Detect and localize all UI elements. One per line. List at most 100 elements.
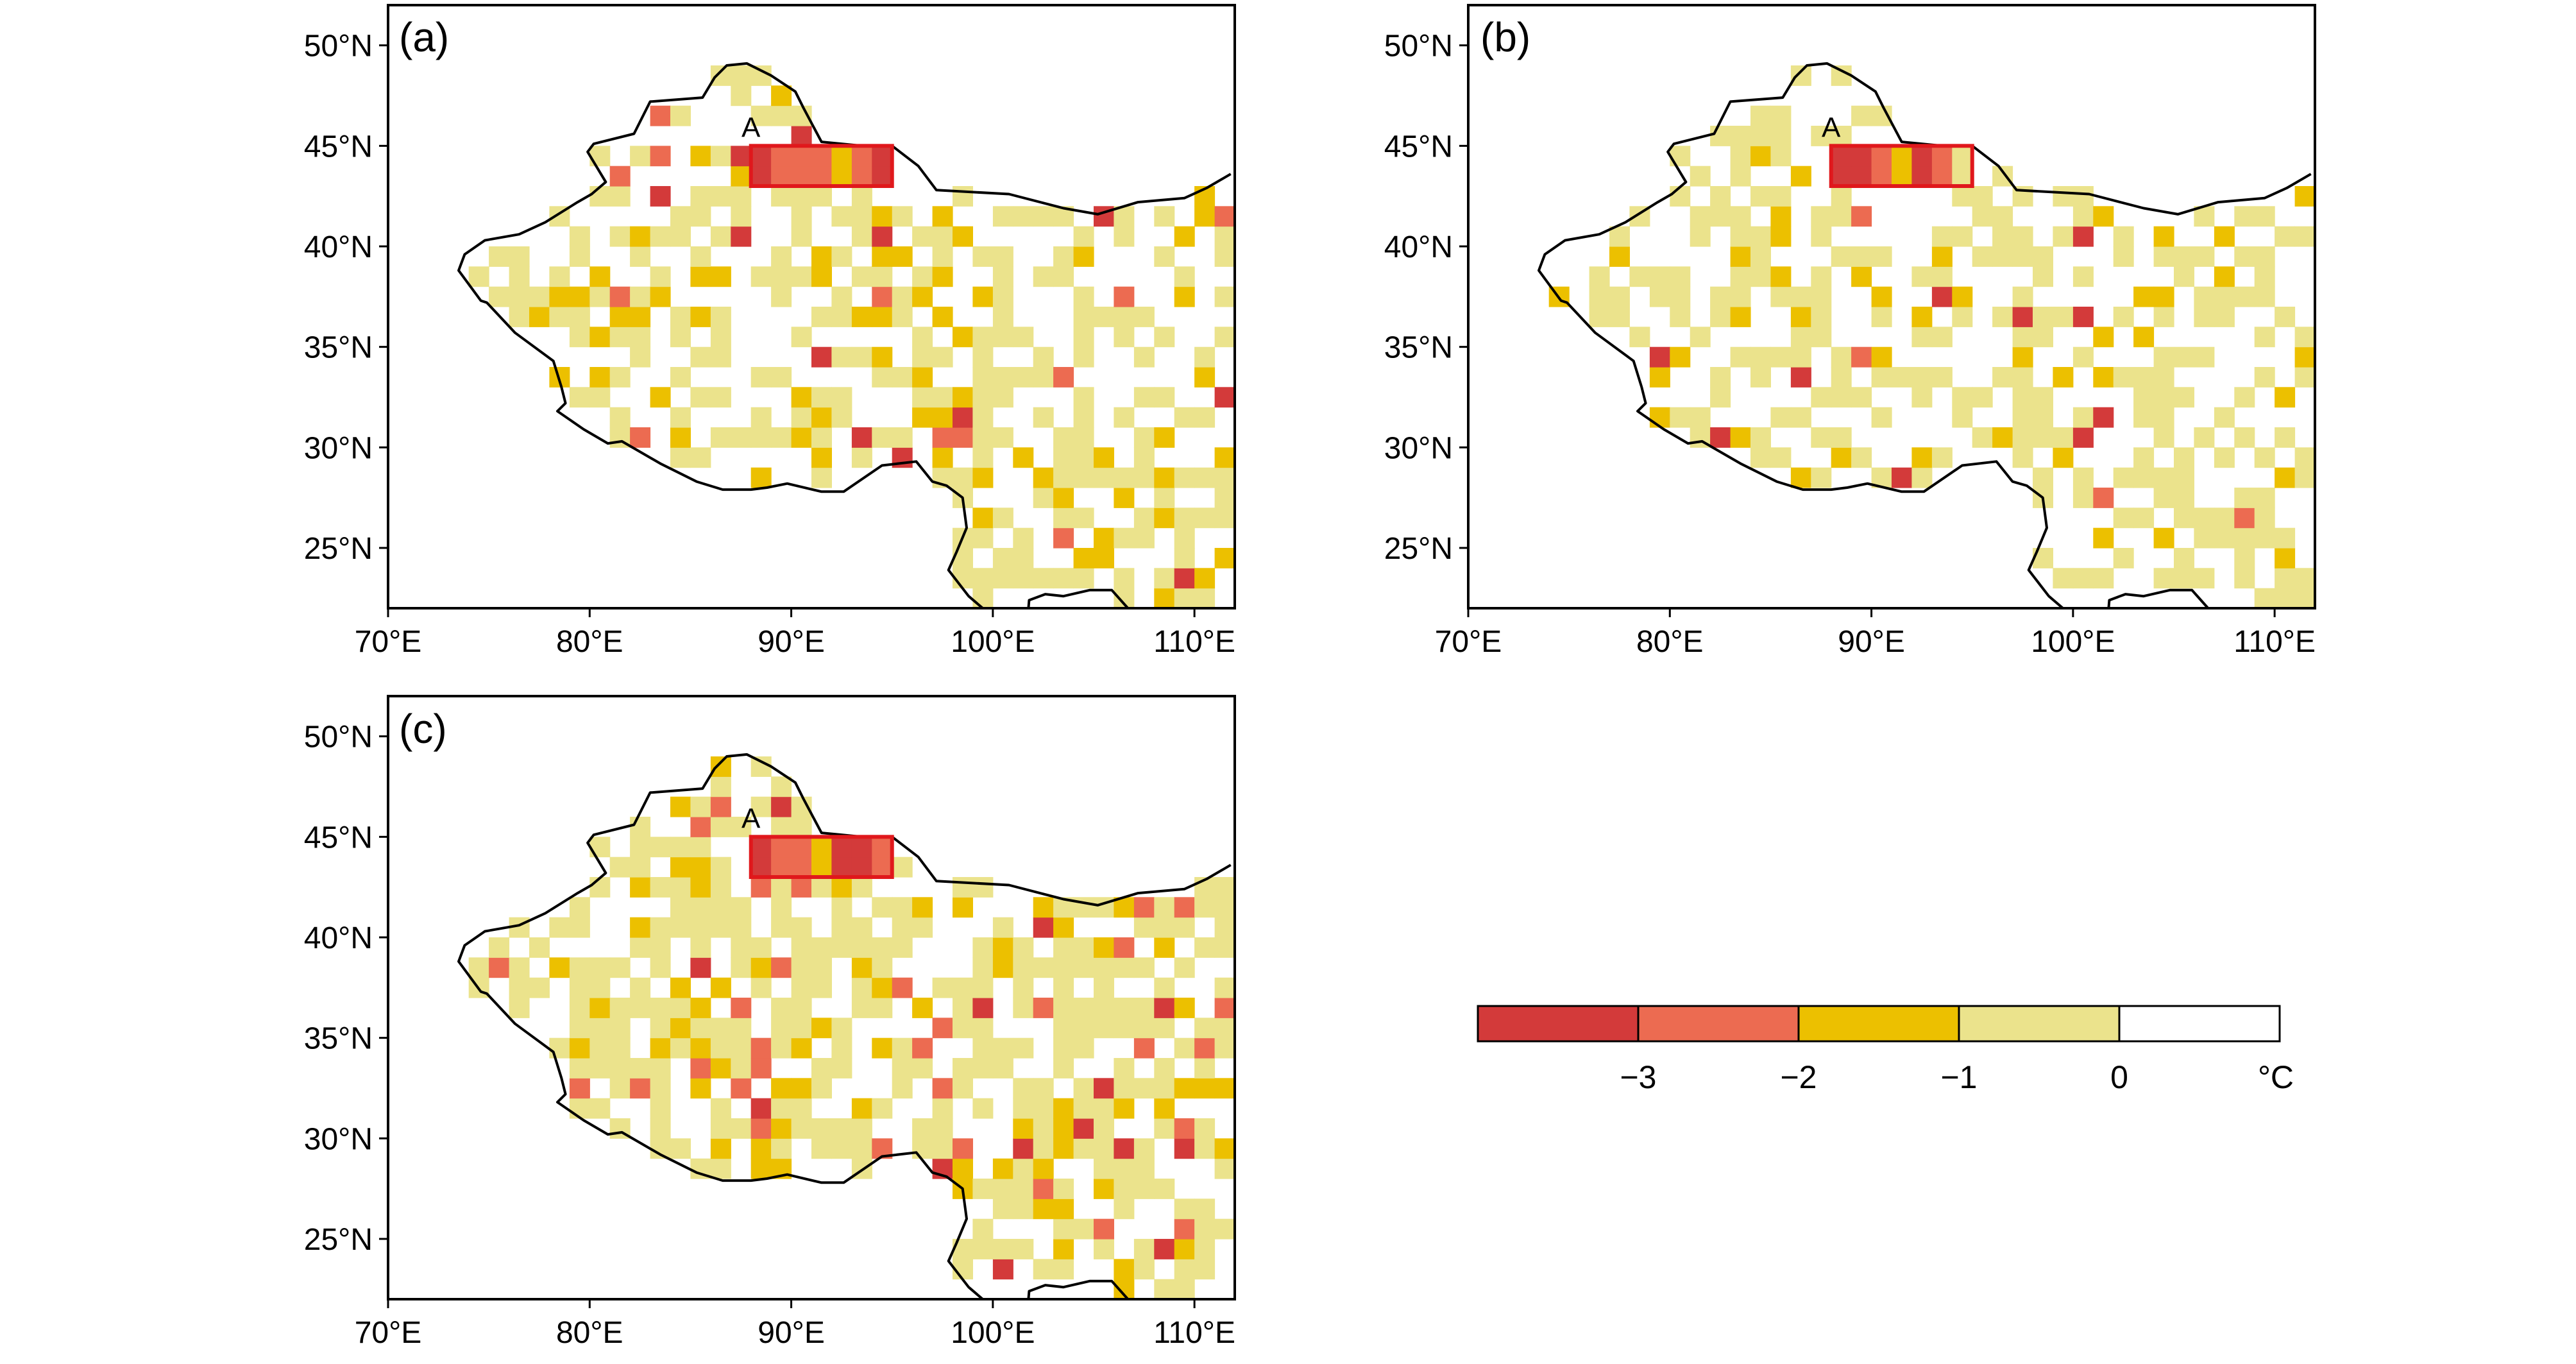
anomaly-cell xyxy=(1094,307,1114,327)
anomaly-cell xyxy=(1133,1018,1155,1039)
anomaly-cell xyxy=(2072,568,2094,589)
anomaly-cell xyxy=(2174,548,2194,568)
anomaly-cell xyxy=(670,307,691,327)
anomaly-cell xyxy=(1750,226,1771,247)
anomaly-cell xyxy=(972,877,994,898)
anomaly-cell xyxy=(1194,507,1216,529)
anomaly-cell xyxy=(972,246,994,267)
anomaly-cell xyxy=(650,186,671,207)
anomaly-cell xyxy=(1649,407,1670,428)
anomaly-cell xyxy=(791,877,812,898)
anomaly-cell xyxy=(992,286,1013,307)
anomaly-cell xyxy=(1670,286,1691,307)
anomaly-cell xyxy=(1851,166,1872,187)
anomaly-cell xyxy=(1053,1058,1074,1078)
anomaly-cell xyxy=(1114,527,1135,549)
anomaly-cell xyxy=(710,1018,731,1039)
panel-label: (a) xyxy=(399,14,449,60)
anomaly-cell xyxy=(1053,1018,1074,1039)
anomaly-cell xyxy=(1013,447,1034,468)
anomaly-cell xyxy=(1053,957,1074,978)
anomaly-cell xyxy=(2153,407,2174,428)
anomaly-cell xyxy=(811,1138,832,1159)
anomaly-cell xyxy=(569,1058,590,1078)
anomaly-cell xyxy=(1033,1259,1054,1280)
anomaly-cell xyxy=(509,286,530,307)
anomaly-cell xyxy=(1214,286,1235,307)
anomaly-cell xyxy=(609,307,631,327)
anomaly-cell xyxy=(1871,286,1892,307)
lon-tick-label: 110°E xyxy=(1153,1316,1235,1350)
anomaly-cell xyxy=(589,387,611,408)
anomaly-cell xyxy=(771,796,792,817)
lon-tick-label: 100°E xyxy=(951,625,1035,659)
lat-tick-label: 25°N xyxy=(1384,532,1453,566)
anomaly-cell xyxy=(1831,186,1852,207)
anomaly-cell xyxy=(811,447,832,468)
anomaly-cell xyxy=(992,507,1013,529)
anomaly-cell xyxy=(609,1078,631,1099)
colorbar-tick-label: −1 xyxy=(1940,1059,1977,1095)
anomaly-cell xyxy=(953,387,973,408)
anomaly-cell xyxy=(811,1078,832,1099)
anomaly-cell xyxy=(851,977,872,998)
anomaly-cell xyxy=(1214,206,1235,227)
anomaly-cell xyxy=(2234,427,2255,448)
anomaly-cell xyxy=(1952,166,1973,187)
anomaly-cell xyxy=(1670,186,1691,207)
anomaly-cell xyxy=(1073,346,1094,368)
anomaly-cell xyxy=(932,447,953,468)
anomaly-cell xyxy=(2072,206,2094,227)
anomaly-cell xyxy=(811,146,832,167)
anomaly-cell xyxy=(1851,246,1872,267)
anomaly-cell xyxy=(1214,246,1235,267)
anomaly-cell xyxy=(1114,488,1135,508)
colorbar-swatch xyxy=(2118,1005,2281,1043)
anomaly-cell xyxy=(1811,286,1832,307)
anomaly-cell xyxy=(589,957,611,978)
colorbar-swatch xyxy=(1958,1005,2121,1043)
anomaly-cell xyxy=(2234,387,2255,408)
anomaly-cell xyxy=(791,1118,812,1139)
anomaly-cell xyxy=(1992,307,2013,327)
anomaly-cell xyxy=(851,307,872,327)
anomaly-cell xyxy=(1911,327,1933,348)
lat-tick-label: 25°N xyxy=(304,1223,373,1257)
region-box-a xyxy=(749,144,894,188)
anomaly-cell xyxy=(1831,126,1852,146)
anomaly-cell xyxy=(1053,507,1074,529)
anomaly-cell xyxy=(791,957,812,978)
anomaly-cell xyxy=(811,467,832,488)
anomaly-cell xyxy=(2174,387,2194,408)
anomaly-cell xyxy=(1649,346,1670,368)
anomaly-cell xyxy=(1133,1239,1155,1259)
anomaly-cell xyxy=(1851,447,1872,468)
anomaly-cell xyxy=(1053,467,1074,488)
anomaly-cell xyxy=(1013,1198,1034,1220)
anomaly-cell xyxy=(972,507,994,529)
anomaly-cell xyxy=(569,387,590,408)
anomaly-cell xyxy=(750,1158,772,1179)
anomaly-cell xyxy=(1073,1078,1094,1099)
anomaly-cell xyxy=(872,998,893,1018)
anomaly-cell xyxy=(569,1098,590,1119)
anomaly-cell xyxy=(1214,1138,1235,1159)
anomaly-cell xyxy=(953,1138,973,1159)
anomaly-cell xyxy=(1154,1179,1175,1199)
anomaly-cell xyxy=(2234,527,2255,549)
anomaly-cell xyxy=(1670,346,1691,368)
anomaly-cell xyxy=(1053,447,1074,468)
anomaly-cell xyxy=(509,957,530,978)
anomaly-cell xyxy=(1114,957,1135,978)
anomaly-cell xyxy=(972,1179,994,1199)
anomaly-cell xyxy=(1154,427,1175,448)
anomaly-cell xyxy=(1154,937,1175,958)
anomaly-cell xyxy=(1851,206,1872,227)
anomaly-cell xyxy=(2133,467,2155,488)
map-panel-b: A 70°E 80°E 90°E 100°E 110°E 25°N 30°N 35°N 40°N… xyxy=(1384,4,2316,659)
anomaly-cell xyxy=(1053,917,1074,938)
anomaly-cell xyxy=(1730,427,1751,448)
anomaly-cell xyxy=(1214,1218,1235,1240)
anomaly-cell xyxy=(831,286,852,307)
anomaly-cell xyxy=(609,857,631,878)
